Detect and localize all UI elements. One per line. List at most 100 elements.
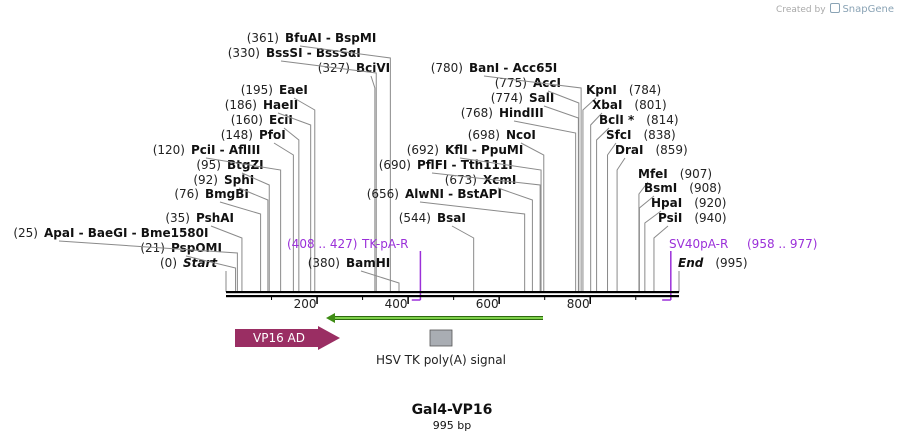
site-position-pfoi: (148): [221, 128, 253, 142]
site-leader-line-kpni: [582, 97, 597, 292]
site-name-hpai: HpaI: [651, 196, 682, 210]
site-position-hindiii: (768): [461, 106, 493, 120]
site-name-pfoi: PfoI: [259, 128, 286, 142]
site-leader-line-bani-acc65i: [483, 75, 582, 292]
feature-arrow-vp16-ad: [235, 326, 340, 350]
site-name-bsssi-bsss-i: BssSI - BssSαI: [266, 46, 361, 60]
site-leader-line-pshai: [210, 225, 243, 292]
site-position-pflfi-tth111i: (690): [379, 158, 411, 172]
site-leader-line-mfei: [638, 181, 649, 292]
site-name-xcmi: XcmI: [483, 173, 516, 187]
feature-label-hsv-tk-poly-a-signal: HSV TK poly(A) signal: [376, 353, 506, 367]
site-name-pcii-afliii: PciI - AflIII: [191, 143, 260, 157]
site-position-eaei: (195): [241, 83, 273, 97]
site-position-haeii: (186): [225, 98, 257, 112]
site-position-kpni: (784): [629, 83, 661, 97]
site-position-sali: (774): [491, 91, 523, 105]
site-leader-line-apai-baegi-bme1580i: [58, 240, 238, 292]
site-position-bfuai-bspmi: (361): [247, 31, 279, 45]
site-leader-line-bfuai-bspmi: [299, 45, 391, 292]
site-name-alwni-bstapi: AlwNI - BstAPI: [405, 187, 502, 201]
site-position-bamhi: (380): [308, 256, 340, 270]
snapgene-credit: Created by SnapGene: [776, 3, 894, 15]
site-leader-line-alwni-bstapi: [419, 201, 526, 292]
site-leader-line-sali: [543, 105, 579, 292]
orf-arrowhead-icon: [326, 313, 335, 323]
plasmid-title: Gal4-VP16: [411, 402, 493, 418]
site-position-bsmi: (908): [689, 181, 721, 195]
site-position-end: (995): [715, 256, 747, 270]
site-leader-line-drai: [616, 157, 626, 292]
site-position-pcii-afliii: (120): [153, 143, 185, 157]
site-position-pshai: (35): [165, 211, 190, 225]
site-leader-line-acci: [547, 90, 580, 292]
site-position-kfli-ppumi: (692): [407, 143, 439, 157]
site-leader-line-hpai: [644, 210, 662, 292]
site-name-pflfi-tth111i: PflFI - Tth111I: [417, 158, 513, 172]
site-position-ncoi: (698): [468, 128, 500, 142]
site-leader-line-eaei: [293, 97, 316, 292]
site-position-mfei: (907): [680, 167, 712, 181]
site-name-end: End: [678, 256, 704, 270]
site-leader-line-pspomi: [185, 255, 237, 292]
site-name-acci: AccI: [533, 76, 561, 90]
feature-label-vp16-ad: VP16 AD: [253, 331, 305, 345]
site-position-apai-baegi-bme1580i: (25): [13, 226, 38, 240]
site-name-bsmi: BsmI: [644, 181, 677, 195]
site-name-bfuai-bspmi: BfuAI - BspMI: [285, 31, 376, 45]
site-name-ecii: EciI: [269, 113, 293, 127]
site-leader-line-bsmi: [638, 195, 655, 292]
site-name-start: Start: [183, 256, 218, 270]
site-leader-line-bcivi: [370, 75, 376, 292]
site-leader-line-pfoi: [273, 142, 294, 292]
primer-range-sv40pa-r: (958 .. 977): [747, 237, 817, 251]
site-name-sali: SalI: [529, 91, 554, 105]
site-position-xbai: (801): [634, 98, 666, 112]
site-name-psii: PsiI: [658, 211, 682, 225]
site-position-xcmi: (673): [445, 173, 477, 187]
primer-range-tk-pa-r: (408 .. 427): [287, 237, 357, 251]
site-position-bsssi-bsss-i: (330): [228, 46, 260, 60]
site-leader-line-ncoi: [520, 142, 545, 292]
site-leader-line-pflfi-tth111i: [431, 172, 541, 292]
snapgene-logo-icon: [830, 3, 841, 13]
site-name-ncoi: NcoI: [506, 128, 536, 142]
site-position-sfci: (838): [643, 128, 675, 142]
ruler-label-800: 800: [567, 297, 590, 311]
backbone-strand-top: [226, 291, 679, 294]
site-leader-line-psii: [653, 225, 669, 292]
plasmid-length: 995 bp: [432, 419, 472, 432]
site-name-drai: DraI: [615, 143, 643, 157]
site-leader-line-pcii-afliii: [205, 157, 282, 292]
site-leader-line-hindiii: [513, 120, 577, 292]
ruler-label-600: 600: [476, 297, 499, 311]
site-position-ecii: (160): [231, 113, 263, 127]
site-leader-line-xbai: [590, 112, 603, 292]
site-leader-line-kfli-ppumi: [459, 157, 542, 292]
primer-name-tk-pa-r: TK-pA-R: [361, 237, 409, 251]
site-name-haeii: HaeII: [263, 98, 298, 112]
site-position-start: (0): [160, 256, 177, 270]
site-leader-line-bmgbi: [219, 201, 262, 292]
site-leader-line-btgzi: [241, 172, 270, 292]
credit-brand: SnapGene: [842, 4, 894, 15]
ruler-label-200: 200: [294, 297, 317, 311]
site-position-hpai: (920): [694, 196, 726, 210]
site-name-eaei: EaeI: [279, 83, 308, 97]
site-leader-line-haeii: [277, 112, 312, 292]
site-name-btgzi: BtgZI: [227, 158, 264, 172]
site-position-sphi: (92): [193, 173, 218, 187]
primer-name-sv40pa-r: SV40pA-R: [669, 237, 728, 251]
ruler-label-400: 400: [385, 297, 408, 311]
site-leader-line-xcmi: [497, 187, 533, 292]
site-position-alwni-bstapi: (656): [367, 187, 399, 201]
site-position-bmgbi: (76): [174, 187, 199, 201]
site-leader-line-bamhi: [360, 270, 400, 292]
site-name-pshai: PshAI: [196, 211, 234, 225]
site-name-apai-baegi-bme1580i: ApaI - BaeGI - Bme1580I: [44, 226, 208, 240]
backbone-strand-bottom: [226, 295, 679, 298]
site-name-bcli: BclI *: [599, 113, 635, 127]
site-name-sphi: SphI: [224, 173, 254, 187]
site-position-bsai: (544): [399, 211, 431, 225]
site-name-mfei: MfeI: [638, 167, 668, 181]
